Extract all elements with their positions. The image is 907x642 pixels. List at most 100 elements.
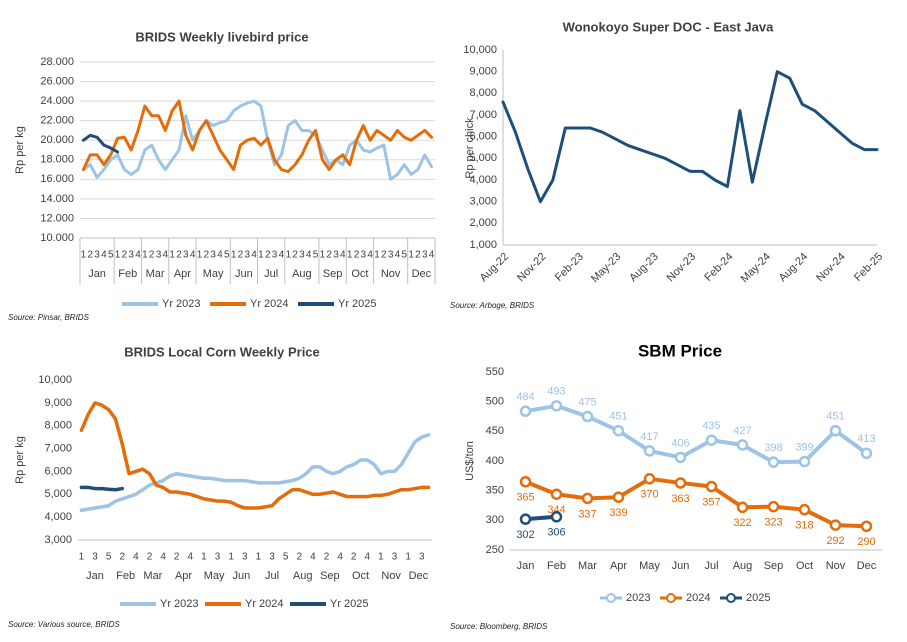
data-point	[519, 476, 532, 488]
data-point	[643, 445, 656, 457]
y-tick-label: 10.000	[40, 232, 74, 244]
y-tick-label: 26.000	[40, 75, 74, 87]
x-tick-label: 5	[401, 250, 407, 261]
series-line	[81, 133, 120, 154]
x-tick-label: 4	[279, 250, 285, 261]
x-tick-label: 4	[365, 552, 371, 563]
y-tick-label: 3,000	[44, 534, 72, 546]
x-tick-label: 3	[299, 250, 305, 261]
data-label: 363	[671, 493, 689, 505]
x-tick-label: 3	[210, 250, 216, 261]
x-tick-label: 4	[337, 552, 343, 563]
series-line	[79, 485, 124, 492]
x-tick-label: Sep	[764, 560, 784, 572]
y-tick-label: 6,000	[469, 131, 497, 143]
month-label: Apr	[174, 268, 191, 280]
y-tick-label: 6,000	[44, 465, 72, 477]
data-label: 484	[516, 391, 534, 403]
x-tick-label: 2	[351, 552, 357, 563]
x-tick-label: 5	[313, 250, 319, 261]
x-tick-label: 1	[169, 250, 175, 261]
x-tick-label: 1	[231, 250, 237, 261]
legend-label: Yr 2024	[245, 598, 284, 610]
x-tick-label: Jul	[704, 560, 718, 572]
data-label: 339	[609, 507, 627, 519]
data-label: 337	[578, 508, 596, 520]
x-tick-label: 1	[197, 250, 203, 261]
data-point	[767, 500, 780, 513]
series-line	[79, 401, 431, 510]
x-tick-label: 1	[79, 552, 85, 563]
x-tick-label: Jan	[517, 560, 535, 572]
data-label: 493	[547, 386, 565, 398]
x-tick-label: 4	[310, 552, 316, 563]
x-tick-label: Feb-24	[702, 251, 735, 284]
y-tick-label: 28.000	[40, 56, 74, 68]
data-label: 406	[671, 437, 689, 449]
data-label: 417	[640, 431, 658, 443]
x-tick-label: Aug-22	[478, 251, 512, 285]
x-tick-label: May	[639, 560, 660, 572]
data-point	[829, 519, 842, 531]
y-tick-label: 12.000	[40, 212, 74, 224]
x-tick-label: Mar	[578, 560, 597, 572]
y-axis-label: US$/ton	[464, 441, 476, 481]
x-tick-label: 2	[238, 250, 244, 261]
x-tick-label: 2	[265, 250, 271, 261]
chart-title: BRIDS Weekly livebird price	[135, 29, 308, 44]
y-tick-label: 8,000	[44, 420, 72, 432]
x-tick-label: 1	[142, 250, 148, 261]
series-line	[523, 476, 869, 529]
data-point	[705, 480, 718, 493]
x-tick-label: 1	[320, 250, 326, 261]
x-tick-label: 4	[429, 250, 435, 261]
x-tick-label: 1	[201, 552, 207, 563]
y-tick-label: 3,000	[469, 196, 497, 208]
data-point	[550, 400, 563, 412]
month-label: Nov	[381, 268, 401, 280]
y-tick-label: 4,000	[44, 511, 72, 523]
x-tick-label: 3	[361, 250, 367, 261]
month-label: Jul	[264, 268, 278, 280]
y-axis-label: Rp per chick	[464, 117, 476, 179]
x-tick-label: 4	[306, 250, 312, 261]
data-label: 399	[795, 441, 813, 453]
data-label: 344	[547, 504, 565, 516]
series-line	[523, 403, 869, 465]
source-note: Source: Pinsar, BRIDS	[8, 313, 90, 322]
month-label: Jul	[265, 570, 279, 582]
x-tick-label: 2	[415, 250, 421, 261]
legend-label: 2025	[746, 592, 770, 604]
data-point	[736, 501, 749, 514]
series-line	[81, 99, 434, 181]
y-tick-label: 9,000	[44, 397, 72, 409]
x-tick-label: 4	[367, 250, 373, 261]
x-tick-label: 1	[408, 250, 414, 261]
month-label: Oct	[351, 268, 368, 280]
data-point	[674, 477, 687, 489]
y-tick-label: 22.000	[40, 115, 74, 127]
x-tick-label: Aug-24	[777, 251, 811, 285]
y-tick-label: 550	[486, 366, 504, 378]
data-label: 451	[826, 411, 844, 423]
data-point	[798, 455, 811, 468]
month-label: Jan	[86, 570, 104, 582]
y-tick-label: 5,000	[44, 488, 72, 500]
y-tick-label: 1,000	[469, 239, 497, 251]
y-tick-label: 300	[486, 514, 504, 526]
month-label: Aug	[293, 570, 313, 582]
x-tick-label: 2	[176, 250, 182, 261]
x-tick-label: 3	[333, 250, 339, 261]
x-tick-label: 1	[256, 552, 262, 563]
x-tick-label: 4	[188, 552, 194, 563]
x-tick-label: 2	[119, 552, 125, 563]
data-label: 365	[516, 492, 534, 504]
legend-marker	[606, 593, 616, 603]
x-tick-label: Nov-23	[665, 251, 699, 285]
data-label: 451	[609, 411, 627, 423]
x-tick-label: 3	[244, 250, 250, 261]
x-tick-label: 3	[156, 250, 162, 261]
chart-title: Wonokoyo Super DOC - East Java	[563, 19, 774, 34]
month-label: Jan	[88, 268, 106, 280]
x-tick-label: 1	[405, 552, 411, 563]
